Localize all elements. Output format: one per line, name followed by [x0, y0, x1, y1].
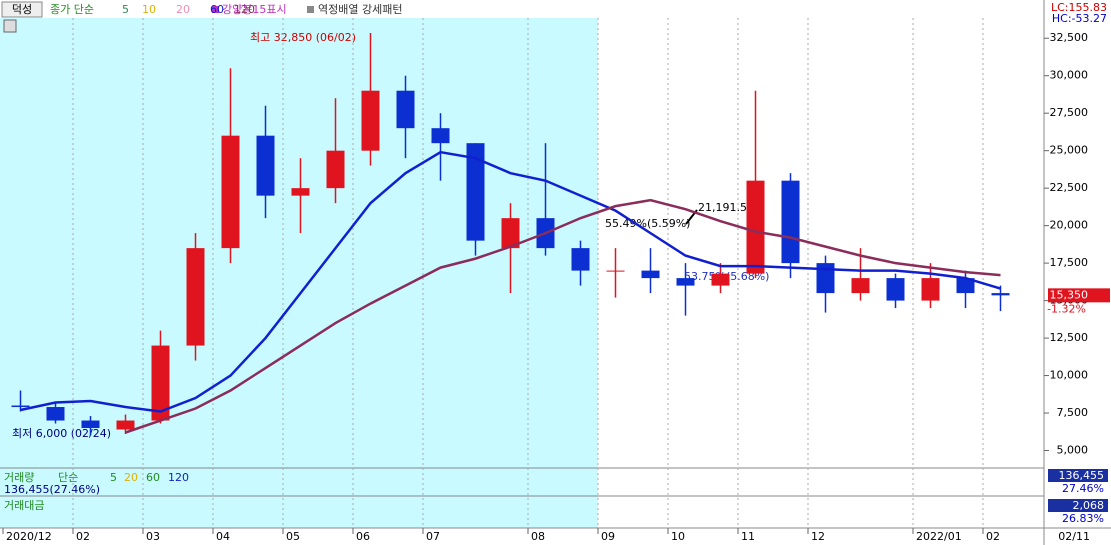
volume-change: 27.46% — [1062, 482, 1104, 495]
x-tick-label: 10 — [671, 530, 685, 543]
ma-prefix: 종가 단순 — [50, 3, 94, 16]
volume-legend-item: 5 — [110, 471, 117, 484]
candle-body — [291, 188, 310, 196]
x-tick-label: 04 — [216, 530, 230, 543]
value-last: 2,068 — [1073, 499, 1105, 512]
candle-body — [781, 180, 800, 264]
value-change: 26.83% — [1062, 512, 1104, 525]
candle-body — [466, 143, 485, 241]
candle-body — [711, 273, 730, 286]
y-tick-label: 17,500 — [1050, 256, 1089, 269]
ma-line — [20, 150, 1001, 413]
last-price-box — [1048, 288, 1110, 303]
y-tick-label: 7,500 — [1057, 406, 1089, 419]
signal-label: 강양봉15표시 — [222, 3, 287, 16]
volume-title: 거래량 — [4, 471, 34, 484]
x-tick-label: 05 — [286, 530, 300, 543]
candle-body — [886, 278, 905, 301]
candle-body — [396, 90, 415, 129]
end-date: 02/11 — [1058, 530, 1090, 543]
candle-body — [46, 407, 65, 421]
settings-button[interactable] — [3, 19, 17, 33]
candle-body — [816, 263, 835, 294]
stock-name: 덕성 — [12, 3, 32, 16]
x-tick-label: 2022/01 — [916, 530, 962, 543]
x-tick-label: 12 — [811, 530, 825, 543]
volume-legend-item: 60 — [146, 471, 160, 484]
candle-body — [256, 135, 275, 196]
x-tick-label: 03 — [146, 530, 160, 543]
annotation-low: 최저 6,000 (02/24) — [12, 427, 111, 440]
signal-label: 역정배열 강세패턴 — [318, 3, 402, 16]
hc-value: HC:-53.27 — [1052, 12, 1107, 25]
ma-legend-item: 10 — [142, 3, 156, 16]
candle-body — [221, 135, 240, 249]
y-tick-label: 30,000 — [1050, 69, 1089, 82]
candle-body — [921, 278, 940, 301]
candle-body — [641, 270, 660, 279]
volume-last: 136,455 — [1059, 469, 1105, 482]
candle-body — [361, 90, 380, 151]
y-tick-label: 22,500 — [1050, 181, 1089, 194]
candle-body — [501, 218, 520, 249]
ma-legend-item: 20 — [176, 3, 190, 16]
candle-body — [676, 278, 695, 286]
lc-value: LC:155.83 — [1051, 1, 1107, 14]
annotation-high: 최고 32,850 (06/02) — [250, 31, 356, 44]
candle-body — [116, 420, 135, 430]
volume-legend-item: 20 — [124, 471, 138, 484]
legend-entry: 60 — [210, 3, 224, 16]
volume-summary: 136,455(27.46%) — [4, 483, 100, 496]
candle-body — [991, 293, 1010, 296]
candle-body — [431, 128, 450, 144]
candle-body — [851, 278, 870, 294]
x-tick-label: 02 — [986, 530, 1000, 543]
candle-body — [81, 420, 100, 429]
x-tick-label: 07 — [426, 530, 440, 543]
last-change: -1.32% — [1047, 302, 1086, 315]
candle-body — [606, 270, 625, 272]
y-tick-label: 25,000 — [1050, 144, 1089, 157]
y-tick-label: 12,500 — [1050, 331, 1089, 344]
value-last-box — [1048, 499, 1108, 512]
legend-marker — [307, 6, 314, 13]
ma-line — [125, 198, 1001, 434]
candle-body — [956, 278, 975, 294]
candle-body — [11, 405, 30, 408]
y-tick-label: 32,500 — [1050, 31, 1089, 44]
legend-entry: 120 — [234, 3, 255, 16]
candle-body — [151, 345, 170, 421]
highlight-region — [0, 18, 598, 528]
x-tick-label: 06 — [356, 530, 370, 543]
stock-box[interactable] — [1, 1, 43, 18]
value-title: 거래대금 — [4, 499, 44, 512]
x-tick-label: 2020/12 — [6, 530, 52, 543]
last-price: 15,350 — [1050, 288, 1089, 301]
y-tick-label: 5,000 — [1057, 444, 1089, 457]
x-tick-label: 09 — [601, 530, 615, 543]
ma-legend-item: 5 — [122, 3, 129, 16]
x-tick-label: 11 — [741, 530, 755, 543]
annotation-return: 55.49%(5.59%) — [605, 217, 690, 230]
candle-body — [746, 180, 765, 274]
volume-legend-item: 120 — [168, 471, 189, 484]
candle-body — [186, 248, 205, 346]
y-tick-label: 10,000 — [1050, 369, 1089, 382]
annotation-level: 21,191.50 — [698, 201, 754, 214]
candle-body — [326, 150, 345, 189]
legend-marker — [212, 6, 219, 13]
x-tick-label: 02 — [76, 530, 90, 543]
candle-body — [571, 248, 590, 271]
y-tick-label: 20,000 — [1050, 219, 1089, 232]
x-tick-label: 08 — [531, 530, 545, 543]
volume-last-box — [1048, 469, 1108, 482]
y-tick-label: 27,500 — [1050, 106, 1089, 119]
